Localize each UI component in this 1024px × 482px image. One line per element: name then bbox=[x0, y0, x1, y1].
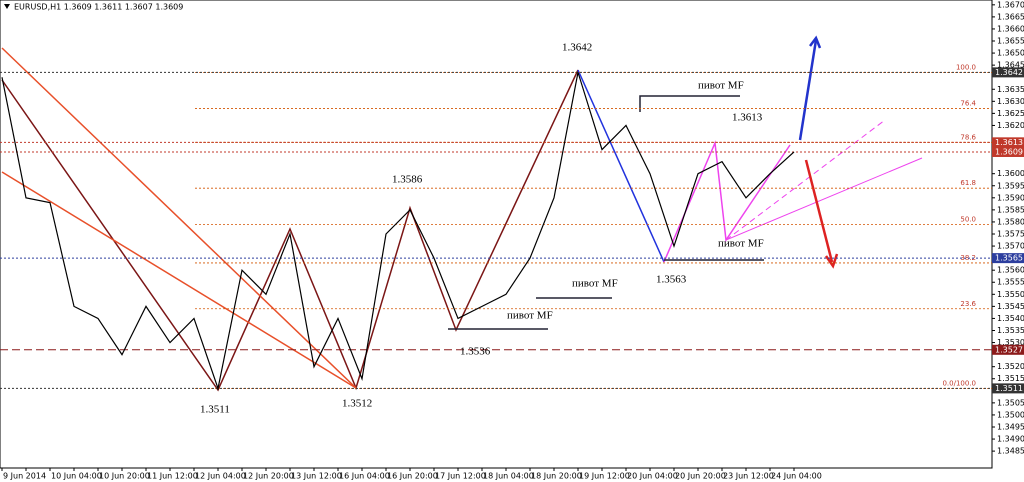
price-label: 1.3527 bbox=[995, 345, 1023, 354]
y-tick-label: 1.3590 bbox=[997, 193, 1024, 202]
y-tick-label: 1.3620 bbox=[997, 121, 1024, 130]
title-icon bbox=[4, 4, 10, 9]
y-tick-label: 1.3650 bbox=[997, 49, 1024, 58]
arrow-down bbox=[804, 159, 834, 263]
y-tick-label: 1.3550 bbox=[997, 290, 1024, 299]
fib-label: 61.8 bbox=[960, 179, 976, 187]
drawings bbox=[1, 35, 923, 392]
price-label: 1.3565 bbox=[995, 254, 1023, 263]
annotation: пивот MF bbox=[507, 310, 553, 322]
x-tick-label: 13 Jun 12:00 bbox=[291, 472, 342, 481]
y-tick-label: 1.3635 bbox=[997, 85, 1024, 94]
fib-label: 23.6 bbox=[960, 300, 976, 308]
y-tick-label: 1.3625 bbox=[997, 109, 1024, 118]
trend-line bbox=[725, 119, 886, 241]
fib-label: 76.4 bbox=[960, 100, 976, 108]
price-label-bg bbox=[992, 253, 1024, 264]
annotation: 1.3563 bbox=[656, 274, 687, 286]
y-tick-label: 1.3495 bbox=[997, 422, 1024, 431]
x-tick-label: 12 Jun 04:00 bbox=[195, 472, 246, 481]
x-tick-label: 20 Jun 20:00 bbox=[675, 472, 726, 481]
x-tick-label: 23 Jun 12:00 bbox=[723, 472, 774, 481]
x-tick-label: 10 Jun 20:00 bbox=[99, 472, 150, 481]
price-label-bg bbox=[992, 137, 1024, 148]
y-tick-label: 1.3595 bbox=[997, 181, 1024, 190]
y-tick-label: 1.3515 bbox=[997, 374, 1024, 383]
y-tick-label: 1.3520 bbox=[997, 362, 1024, 371]
price-label-bg bbox=[992, 67, 1024, 78]
trend-line bbox=[725, 157, 923, 241]
annotation: 1.3511 bbox=[200, 404, 230, 416]
y-tick-label: 1.3485 bbox=[997, 447, 1024, 456]
annotation: пивот MF bbox=[572, 278, 618, 290]
y-tick-label: 1.3535 bbox=[997, 326, 1024, 335]
y-tick-label: 1.3545 bbox=[997, 302, 1024, 311]
y-tick-label: 1.3580 bbox=[997, 217, 1024, 226]
annotation: 1.3536 bbox=[460, 346, 491, 358]
y-tick-label: 1.3530 bbox=[997, 338, 1024, 347]
annotation: 1.3586 bbox=[392, 174, 423, 186]
trend-line bbox=[577, 69, 665, 263]
y-tick-label: 1.3600 bbox=[997, 169, 1024, 178]
price-label: 1.3511 bbox=[995, 384, 1023, 393]
x-tick-label: 16 Jun 04:00 bbox=[339, 472, 390, 481]
annotation: пивот MF bbox=[718, 238, 764, 250]
annotation: 1.3512 bbox=[342, 398, 372, 410]
x-tick-label: 9 Jun 2014 bbox=[3, 472, 46, 481]
x-tick-label: 17 Jun 12:00 bbox=[435, 472, 486, 481]
chart-title: EURUSD,H1 1.3609 1.3611 1.3607 1.3609 bbox=[14, 3, 183, 12]
fib-label: 78.6 bbox=[960, 133, 976, 141]
pivot-line bbox=[639, 95, 740, 112]
y-tick-label: 1.3665 bbox=[997, 12, 1024, 21]
fib-label: 0.0/100.0 bbox=[942, 379, 976, 387]
y-tick-label: 1.3570 bbox=[997, 242, 1024, 251]
annotation: 1.3613 bbox=[732, 112, 763, 124]
x-tick-label: 16 Jun 20:00 bbox=[387, 472, 438, 481]
y-tick-label: 1.3490 bbox=[997, 435, 1024, 444]
pattern bbox=[663, 140, 791, 263]
y-tick-label: 1.3575 bbox=[997, 230, 1024, 239]
y-tick-label: 1.3555 bbox=[997, 278, 1024, 287]
x-tick-label: 24 Jun 04:00 bbox=[771, 472, 822, 481]
x-tick-label: 11 Jun 12:00 bbox=[147, 472, 198, 481]
plot-frame bbox=[0, 0, 993, 469]
x-tick-label: 20 Jun 04:00 bbox=[627, 472, 678, 481]
price-label: 1.3642 bbox=[995, 68, 1023, 77]
arrow-up bbox=[798, 39, 818, 141]
price-label-bg bbox=[992, 146, 1024, 157]
price-line-series bbox=[1, 72, 795, 391]
y-tick-label: 1.3670 bbox=[997, 0, 1024, 9]
arrow-head bbox=[824, 253, 839, 269]
x-tick-label: 18 Jun 20:00 bbox=[531, 472, 582, 481]
price-label-bg bbox=[992, 344, 1024, 355]
y-tick-label: 1.3505 bbox=[997, 398, 1024, 407]
price-label-bg bbox=[992, 383, 1024, 394]
arrow-head bbox=[809, 35, 822, 49]
price-label: 1.3609 bbox=[995, 147, 1023, 156]
x-tick-label: 12 Jun 20:00 bbox=[243, 472, 294, 481]
y-tick-label: 1.3630 bbox=[997, 97, 1024, 106]
y-tick-label: 1.3655 bbox=[997, 37, 1024, 46]
annotation: пивот MF bbox=[698, 80, 744, 92]
trend-line bbox=[1, 47, 357, 389]
trend-line bbox=[1, 171, 357, 389]
price-label: 1.3613 bbox=[995, 138, 1023, 147]
x-tick-label: 18 Jun 04:00 bbox=[483, 472, 534, 481]
fib-label: 50.0 bbox=[960, 215, 976, 223]
x-tick-label: 19 Jun 12:00 bbox=[579, 472, 630, 481]
y-tick-label: 1.3500 bbox=[997, 410, 1024, 419]
y-tick-label: 1.3540 bbox=[997, 314, 1024, 323]
y-tick-label: 1.3560 bbox=[997, 266, 1024, 275]
x-tick-label: 10 Jun 04:00 bbox=[51, 472, 102, 481]
y-tick-label: 1.3660 bbox=[997, 24, 1024, 33]
fib-label: 100.0 bbox=[956, 63, 976, 71]
y-tick-label: 1.3645 bbox=[997, 61, 1024, 70]
annotation: 1.3642 bbox=[562, 42, 592, 54]
y-tick-label: 1.3585 bbox=[997, 205, 1024, 214]
